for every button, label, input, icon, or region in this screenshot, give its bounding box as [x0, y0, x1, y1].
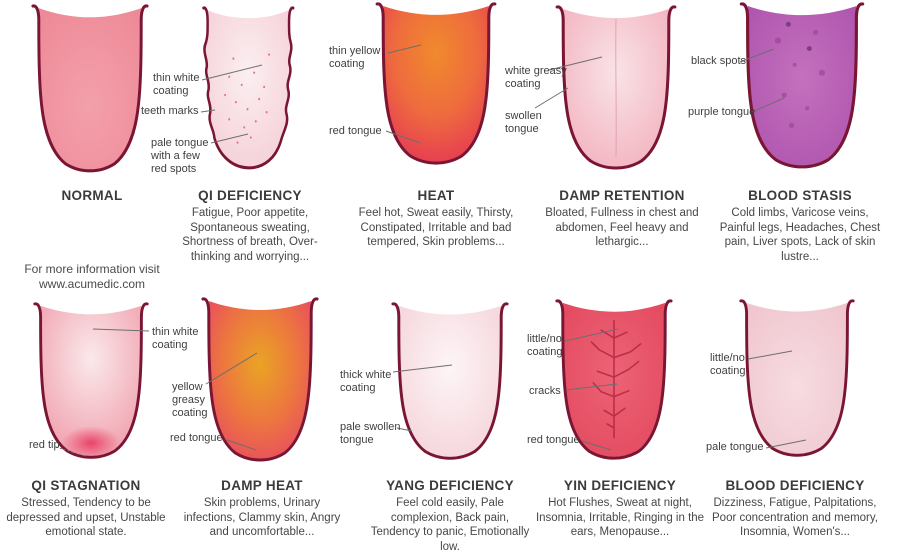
annotation-red-tongue-yin: red tongue [527, 434, 580, 446]
label-blood-stasis: BLOOD STASIS [748, 188, 852, 203]
info-note: For more information visit www.acumedic.… [0, 262, 187, 292]
tongue-blood-deficiency-illustration [734, 299, 860, 462]
label-damp-retention: DAMP RETENTION [559, 188, 685, 203]
annotation-swollen-tongue: swollen tongue [505, 110, 542, 135]
annotation-pale-tongue-blood: pale tongue [706, 441, 764, 453]
annotation-purple-tongue: purple tongue [688, 106, 756, 118]
label-yang-deficiency: YANG DEFICIENCY [386, 478, 514, 493]
tongue-normal-illustration [26, 4, 154, 178]
description-yin-deficiency: Hot Flushes, Sweat at night, Insomnia, I… [535, 497, 705, 538]
tongue-yang-deficiency-illustration [386, 302, 514, 465]
annotation-white-greasy-coating: white greasy coating [505, 65, 567, 90]
annotation-little-no-coating-blood: little/no coating [710, 352, 746, 377]
description-qi-stagnation: Stressed, Tendency to be depressed and u… [6, 497, 166, 538]
description-blood-deficiency: Dizziness, Fatigue, Palpitations, Poor c… [712, 497, 878, 538]
tongue-damp-heat-illustration [196, 297, 324, 467]
info-note-line1: For more information visit [24, 262, 160, 276]
tongue-damp-retention-illustration [550, 5, 682, 175]
tongue-blood-stasis-illustration [734, 2, 870, 174]
description-blood-stasis: Cold limbs, Varicose veins, Painful legs… [719, 207, 881, 263]
annotation-black-spots: black spots [691, 55, 747, 67]
label-damp-heat: DAMP HEAT [221, 478, 303, 493]
info-note-url: www.acumedic.com [38, 277, 146, 291]
description-damp-heat: Skin problems, Urinary infections, Clamm… [183, 497, 341, 538]
label-heat: HEAT [417, 188, 455, 203]
label-qi-deficiency: QI DEFICIENCY [198, 188, 302, 203]
label-yin-deficiency: YIN DEFICIENCY [563, 478, 677, 493]
annotation-teeth-marks: teeth marks [141, 105, 199, 117]
annotation-thin-white-coating: thin white coating [153, 72, 200, 97]
tongue-heat-illustration [370, 2, 502, 170]
annotation-red-tip: red tip [29, 439, 60, 451]
annotation-thick-white-coating: thick white coating [340, 369, 392, 394]
description-damp-retention: Bloated, Fullness in chest and abdomen, … [545, 207, 699, 248]
label-qi-stagnation: QI STAGNATION [31, 478, 141, 493]
annotation-cracks: cracks [529, 385, 561, 397]
description-yang-deficiency: Feel cold easily, Pale complexion, Back … [370, 497, 530, 553]
tongue-qi-deficiency-illustration [196, 6, 304, 178]
annotation-red-tongue-heat: red tongue [329, 125, 382, 137]
label-blood-deficiency: BLOOD DEFICIENCY [725, 478, 865, 493]
description-qi-deficiency: Fatigue, Poor appetite, Spontaneous swea… [182, 207, 318, 263]
annotation-yellow-greasy-coating: yellow greasy coating [172, 381, 208, 419]
label-normal: NORMAL [61, 188, 123, 203]
annotation-little-no-coating-yin: little/no coating [527, 333, 563, 358]
annotation-thin-white-coating-2: thin white coating [152, 326, 199, 351]
annotation-pale-tongue-red-spots: pale tongue with a few red spots [151, 137, 209, 175]
annotation-pale-swollen-tongue: pale swollen tongue [340, 421, 401, 446]
annotation-thin-yellow-coating: thin yellow coating [329, 45, 381, 70]
annotation-red-tongue-damp-heat: red tongue [170, 432, 223, 444]
description-heat: Feel hot, Sweat easily, Thirsty, Constip… [358, 207, 514, 248]
